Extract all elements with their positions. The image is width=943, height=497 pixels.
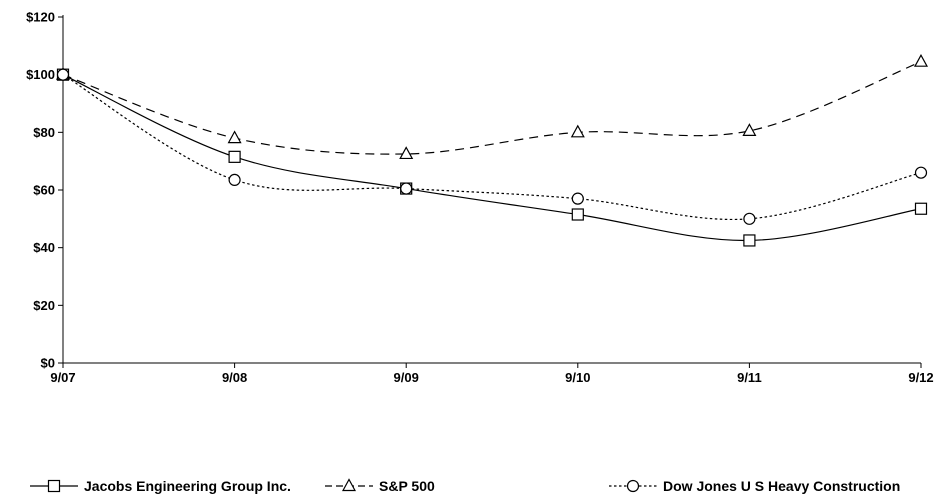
x-tick-label: 9/08 — [222, 370, 247, 385]
data-point — [56, 68, 70, 81]
y-tick-label: $40 — [33, 240, 55, 255]
y-tick-label: $60 — [33, 183, 55, 198]
legend-entry: S&P 500 — [325, 478, 435, 494]
x-tick-label: 9/09 — [394, 370, 419, 385]
legend-label: Dow Jones U S Heavy Construction — [663, 478, 900, 494]
series-line — [62, 61, 922, 155]
series-square-group — [56, 68, 928, 247]
data-point — [914, 202, 928, 215]
legend: Jacobs Engineering Group Inc. S&P 500 Dow … — [30, 478, 900, 494]
data-point — [914, 166, 928, 179]
data-point — [913, 53, 929, 67]
axes-layer: $0 $20 $40 $60 $80 $100 $120 9/07 9/08 9/09 9/10 9/… — [26, 10, 934, 386]
y-tick-label: $0 — [41, 356, 55, 371]
legend-marker — [341, 478, 357, 492]
data-point — [742, 123, 757, 136]
x-tick-label: 9/10 — [565, 370, 590, 385]
y-tick-label: $100 — [26, 67, 55, 82]
data-point — [399, 146, 414, 160]
y-tick-label: $20 — [33, 298, 55, 313]
y-tick-label: $80 — [33, 125, 55, 140]
series-layer — [55, 53, 929, 247]
x-tick-label: 9/12 — [908, 370, 933, 385]
data-point — [743, 234, 756, 247]
y-tick-label: $120 — [26, 10, 55, 25]
data-point — [228, 150, 241, 163]
x-tick-label: 9/07 — [50, 370, 75, 385]
legend-marker — [47, 479, 61, 493]
series-line — [62, 74, 922, 242]
x-tick-label: 9/11 — [737, 370, 762, 385]
data-point — [228, 173, 241, 187]
series-circle-group — [56, 68, 928, 225]
legend-marker — [626, 479, 640, 493]
series-triangle-group — [55, 53, 929, 160]
data-point — [570, 124, 585, 138]
data-point — [400, 182, 413, 195]
series-line — [62, 74, 922, 221]
legend-entry: Dow Jones U S Heavy Construction — [609, 478, 900, 494]
data-point — [743, 212, 756, 225]
data-point — [227, 130, 242, 144]
legend-entry: Jacobs Engineering Group Inc. — [30, 478, 291, 494]
data-point — [571, 192, 584, 205]
legend-label: Jacobs Engineering Group Inc. — [84, 478, 291, 494]
data-point — [571, 208, 584, 221]
legend-label: S&P 500 — [379, 478, 435, 494]
